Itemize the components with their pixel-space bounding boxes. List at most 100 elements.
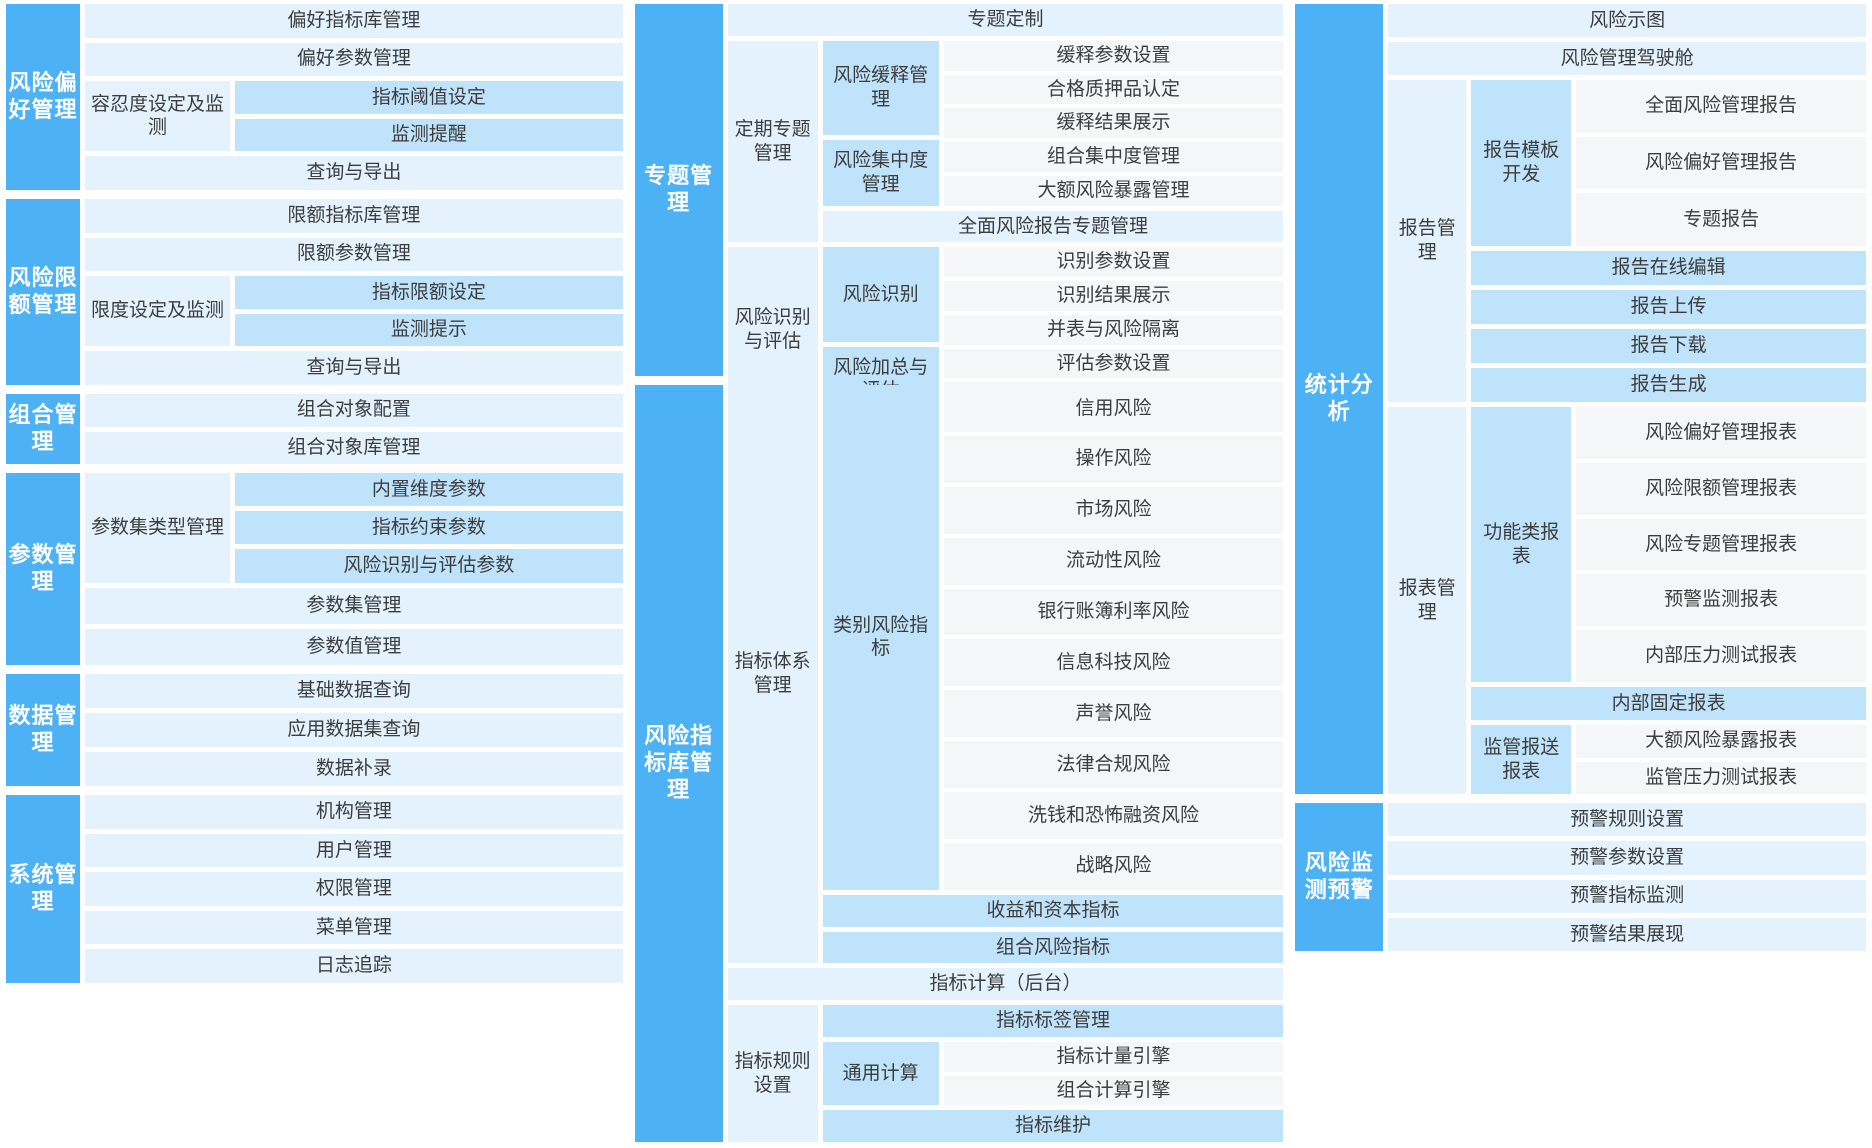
module-risk-preference[interactable]: 风险偏好管理 偏好指标库管理 偏好参数管理 容忍度设定及监测 指标阈值设定 监测… (6, 4, 623, 190)
module-risk-monitor-alert[interactable]: 风险监测预警 预警规则设置 预警参数设置 预警指标监测 预警结果展现 (1295, 803, 1866, 951)
menu-item-risk-dashboard[interactable]: 风险管理驾驶舱 (1388, 42, 1866, 75)
menu-item-risk-identification[interactable]: 风险识别 (822, 247, 939, 342)
menu-item-regulatory-report-form[interactable]: 监管报送报表 (1471, 725, 1572, 794)
menu-item-identify-result[interactable]: 识别结果展示 (943, 281, 1284, 311)
menu-item-reputation-risk[interactable]: 声誉风险 (943, 690, 1284, 738)
menu-item-comprehensive-risk-report[interactable]: 全面风险管理报告 (1576, 80, 1866, 133)
menu-item-preference-parameter[interactable]: 偏好参数管理 (85, 42, 623, 77)
module-risk-indicator-library[interactable]: 风险指标库管理 指标体系管理 类别风险指标 信用风险 操作风险 市场风险 流动性… (634, 385, 1284, 1142)
menu-item-risk-diagram[interactable]: 风险示图 (1388, 4, 1866, 37)
menu-item-portfolio-risk-indicator[interactable]: 组合风险指标 (822, 931, 1284, 964)
menu-item-preference-query-export[interactable]: 查询与导出 (85, 156, 623, 190)
menu-item-banking-book-rate-risk[interactable]: 银行账簿利率风险 (943, 588, 1284, 636)
menu-item-alert-param-setting[interactable]: 预警参数设置 (1388, 841, 1866, 875)
menu-item-market-risk[interactable]: 市场风险 (943, 486, 1284, 534)
menu-item-tolerance-setting[interactable]: 容忍度设定及监测 (85, 81, 230, 152)
menu-item-identify-param-setting[interactable]: 识别参数设置 (943, 247, 1284, 277)
menu-item-builtin-dimension-param[interactable]: 内置维度参数 (235, 473, 623, 507)
menu-item-risk-identify-eval-param[interactable]: 风险识别与评估参数 (235, 549, 623, 583)
menu-item-credit-risk[interactable]: 信用风险 (943, 385, 1284, 432)
menu-item-topic-report[interactable]: 专题报告 (1576, 193, 1866, 247)
menu-item-portfolio-calc-engine[interactable]: 组合计算引擎 (943, 1075, 1284, 1106)
menu-item-report-download[interactable]: 报告下载 (1471, 329, 1866, 363)
menu-item-indicator-tag-management[interactable]: 指标标签管理 (822, 1005, 1284, 1037)
module-statistics[interactable]: 统计分析 风险示图 风险管理驾驶舱 报告管理 报告模板开发 全面风险管理报告 风… (1295, 4, 1866, 794)
menu-item-paramset-type[interactable]: 参数集类型管理 (85, 473, 230, 583)
menu-item-risk-limit-report-form[interactable]: 风险限额管理报表 (1576, 462, 1866, 515)
menu-item-internal-stress-test-report-form[interactable]: 内部压力测试报表 (1576, 630, 1866, 682)
menu-item-regulatory-stress-test-report-form[interactable]: 监管压力测试报表 (1576, 761, 1866, 794)
menu-item-alert-result-display[interactable]: 预警结果展现 (1388, 917, 1866, 951)
menu-item-periodic-topic[interactable]: 定期专题管理 (727, 40, 818, 243)
menu-item-eval-param-setting[interactable]: 评估参数设置 (943, 348, 1284, 379)
menu-item-eligible-collateral[interactable]: 合格质押品认定 (943, 74, 1284, 105)
menu-item-indicator-threshold[interactable]: 指标阈值设定 (235, 81, 623, 114)
menu-item-large-exposure[interactable]: 大额风险暴露管理 (943, 175, 1284, 206)
menu-item-param-value-management[interactable]: 参数值管理 (85, 628, 623, 666)
menu-item-basic-data-query[interactable]: 基础数据查询 (85, 674, 623, 708)
menu-item-topic-customization[interactable]: 专题定制 (727, 4, 1284, 36)
menu-item-legal-compliance-risk[interactable]: 法律合规风险 (943, 741, 1284, 788)
menu-item-revenue-capital-indicator[interactable]: 收益和资本指标 (822, 894, 1284, 927)
menu-item-indicator-limit-setting[interactable]: 指标限额设定 (235, 276, 623, 309)
menu-item-general-calculation[interactable]: 通用计算 (822, 1041, 939, 1106)
menu-item-data-supplement[interactable]: 数据补录 (85, 752, 623, 786)
menu-item-portfolio-object-config[interactable]: 组合对象配置 (85, 394, 623, 427)
menu-item-indicator-rule-setting[interactable]: 指标规则设置 (727, 1005, 818, 1142)
menu-item-report-form-management[interactable]: 报表管理 (1388, 407, 1467, 794)
menu-item-monitor-alert[interactable]: 监测提醒 (235, 118, 623, 152)
menu-item-paramset-management[interactable]: 参数集管理 (85, 587, 623, 624)
menu-item-operational-risk[interactable]: 操作风险 (943, 435, 1284, 483)
menu-item-indicator-measure-engine[interactable]: 指标计量引擎 (943, 1041, 1284, 1072)
module-risk-limit[interactable]: 风险限额管理 限额指标库管理 限额参数管理 限度设定及监测 指标限额设定 监测提… (6, 199, 623, 385)
menu-item-alert-rule-setting[interactable]: 预警规则设置 (1388, 803, 1866, 837)
menu-item-risk-mitigation[interactable]: 风险缓释管理 (822, 40, 939, 135)
menu-item-portfolio-object-library[interactable]: 组合对象库管理 (85, 431, 623, 464)
menu-item-indicator-system[interactable]: 指标体系管理 (727, 385, 818, 964)
module-system[interactable]: 系统管理 机构管理 用户管理 权限管理 菜单管理 日志追踪 (6, 795, 623, 983)
menu-item-mitigation-result[interactable]: 缓释结果展示 (943, 108, 1284, 138)
menu-item-org-management[interactable]: 机构管理 (85, 795, 623, 829)
menu-item-functional-report-form[interactable]: 功能类报表 (1471, 407, 1572, 682)
menu-item-risk-topic-report-form[interactable]: 风险专题管理报表 (1576, 518, 1866, 571)
module-parameter[interactable]: 参数管理 参数集类型管理 内置维度参数 指标约束参数 风险识别与评估参数 参数集… (6, 473, 623, 666)
menu-item-indicator-constraint-param[interactable]: 指标约束参数 (235, 511, 623, 545)
menu-item-alert-indicator-monitor[interactable]: 预警指标监测 (1388, 879, 1866, 913)
menu-item-permission-management[interactable]: 权限管理 (85, 872, 623, 906)
menu-item-report-online-edit[interactable]: 报告在线编辑 (1471, 251, 1866, 285)
menu-item-risk-concentration[interactable]: 风险集中度管理 (822, 140, 939, 206)
menu-item-risk-preference-report[interactable]: 风险偏好管理报告 (1576, 136, 1866, 190)
menu-item-internal-fixed-report-form[interactable]: 内部固定报表 (1471, 687, 1866, 720)
menu-item-aml-ctf-risk[interactable]: 洗钱和恐怖融资风险 (943, 792, 1284, 839)
menu-item-consolidation-isolation[interactable]: 并表与风险隔离 (943, 314, 1284, 345)
menu-item-log-trace[interactable]: 日志追踪 (85, 949, 623, 983)
menu-item-report-upload[interactable]: 报告上传 (1471, 290, 1866, 324)
menu-item-report-template-dev[interactable]: 报告模板开发 (1471, 80, 1572, 246)
menu-item-risk-identify-eval[interactable]: 风险识别与评估 (727, 247, 818, 412)
menu-item-indicator-maintenance[interactable]: 指标维护 (822, 1110, 1284, 1142)
menu-item-limit-parameter[interactable]: 限额参数管理 (85, 237, 623, 272)
menu-item-strategic-risk[interactable]: 战略风险 (943, 842, 1284, 890)
menu-item-app-dataset-query[interactable]: 应用数据集查询 (85, 713, 623, 747)
menu-item-category-risk-indicator[interactable]: 类别风险指标 (822, 385, 939, 890)
menu-item-portfolio-concentration[interactable]: 组合集中度管理 (943, 142, 1284, 172)
module-topic[interactable]: 专题管理 专题定制 定期专题管理 风险缓释管理 风险集中度管理 缓释参数设置 (634, 4, 1284, 412)
menu-item-alert-monitor-report-form[interactable]: 预警监测报表 (1576, 574, 1866, 627)
menu-item-limit-setting[interactable]: 限度设定及监测 (85, 276, 230, 347)
menu-item-risk-preference-report-form[interactable]: 风险偏好管理报表 (1576, 407, 1866, 459)
menu-item-large-exposure-report-form[interactable]: 大额风险暴露报表 (1576, 725, 1866, 758)
menu-item-indicator-calculation[interactable]: 指标计算（后台） (727, 968, 1284, 1000)
menu-item-comprehensive-risk-report-topic[interactable]: 全面风险报告专题管理 (822, 210, 1284, 243)
menu-item-liquidity-risk[interactable]: 流动性风险 (943, 537, 1284, 585)
menu-item-menu-management[interactable]: 菜单管理 (85, 910, 623, 945)
menu-item-user-management[interactable]: 用户管理 (85, 833, 623, 868)
menu-item-report-generate[interactable]: 报告生成 (1471, 368, 1866, 402)
menu-item-mitigation-param-setting[interactable]: 缓释参数设置 (943, 40, 1284, 71)
module-data[interactable]: 数据管理 基础数据查询 应用数据集查询 数据补录 (6, 674, 623, 786)
menu-item-report-management[interactable]: 报告管理 (1388, 80, 1467, 402)
menu-item-preference-indicator-library[interactable]: 偏好指标库管理 (85, 4, 623, 38)
menu-item-monitor-hint[interactable]: 监测提示 (235, 313, 623, 347)
module-portfolio[interactable]: 组合管理 组合对象配置 组合对象库管理 (6, 394, 623, 464)
menu-item-limit-indicator-library[interactable]: 限额指标库管理 (85, 199, 623, 233)
menu-item-it-risk[interactable]: 信息科技风险 (943, 639, 1284, 687)
